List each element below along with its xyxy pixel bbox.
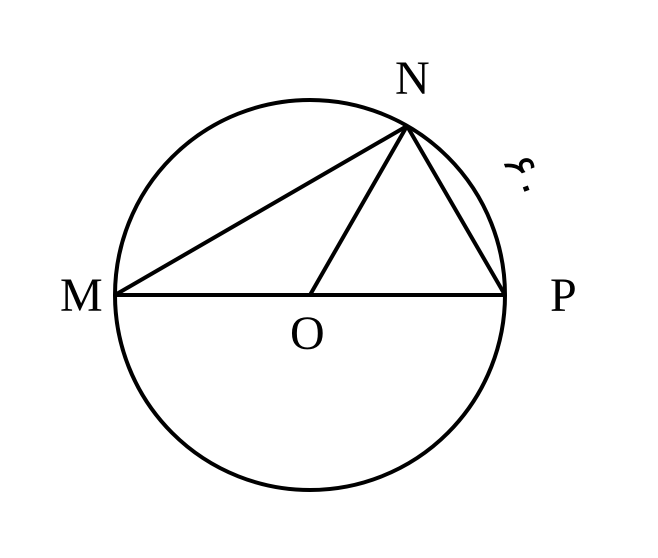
line-chord-mn [115, 126, 407, 295]
center-label-o: O [290, 310, 325, 358]
line-radius-on [310, 126, 407, 295]
point-label-m: M [60, 272, 103, 320]
point-label-n: N [395, 55, 430, 103]
line-chord-np [407, 126, 505, 295]
geometry-diagram: M N P O ۶۰ [0, 0, 658, 558]
point-label-p: P [550, 272, 577, 320]
